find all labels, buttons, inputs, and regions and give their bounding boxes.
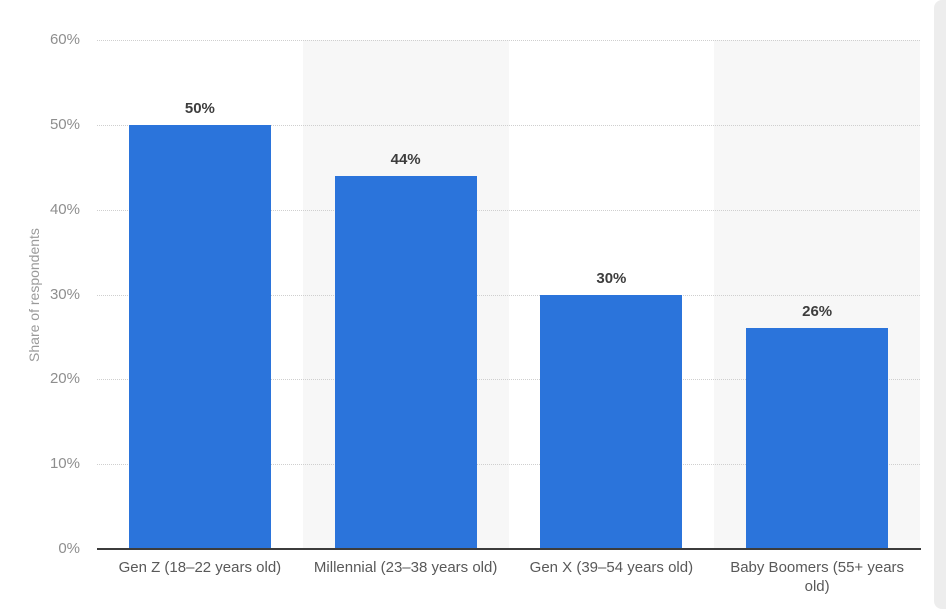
gridline xyxy=(97,464,920,466)
y-tick-label: 20% xyxy=(49,370,80,388)
value-label: 44% xyxy=(390,150,421,168)
value-label: 26% xyxy=(802,303,833,321)
gridline xyxy=(97,379,920,381)
x-category-label: Millennial (23–38 years old) xyxy=(313,559,498,576)
y-tick-label: 60% xyxy=(49,31,80,48)
y-tick-label: 0% xyxy=(58,540,80,557)
value-label: 30% xyxy=(596,269,627,287)
x-axis-line xyxy=(97,548,921,550)
value-label: 50% xyxy=(184,99,215,117)
y-tick-label: 30% xyxy=(49,285,80,303)
y-tick-label: 10% xyxy=(49,455,80,473)
gridline xyxy=(97,40,920,41)
gridline xyxy=(97,124,920,126)
bar-millennial-23-38-years-old[interactable] xyxy=(334,175,477,549)
x-category-label: Gen Z (18–22 years old) xyxy=(118,559,282,576)
y-tick-label: 50% xyxy=(49,115,80,133)
x-category-label: Baby Boomers (55+ years old) xyxy=(730,559,905,595)
bar-gen-z-18-22-years-old[interactable] xyxy=(128,124,271,549)
x-category-label: Gen X (39–54 years old) xyxy=(529,559,694,576)
bar-gen-x-39-54-years-old[interactable] xyxy=(540,294,683,549)
gridline xyxy=(97,209,920,211)
gridline xyxy=(97,294,920,296)
plot-area xyxy=(97,40,920,549)
scrollbar[interactable] xyxy=(934,0,946,609)
bar-baby-boomers-55-years-old[interactable] xyxy=(746,328,889,549)
y-tick-label: 40% xyxy=(49,200,80,218)
